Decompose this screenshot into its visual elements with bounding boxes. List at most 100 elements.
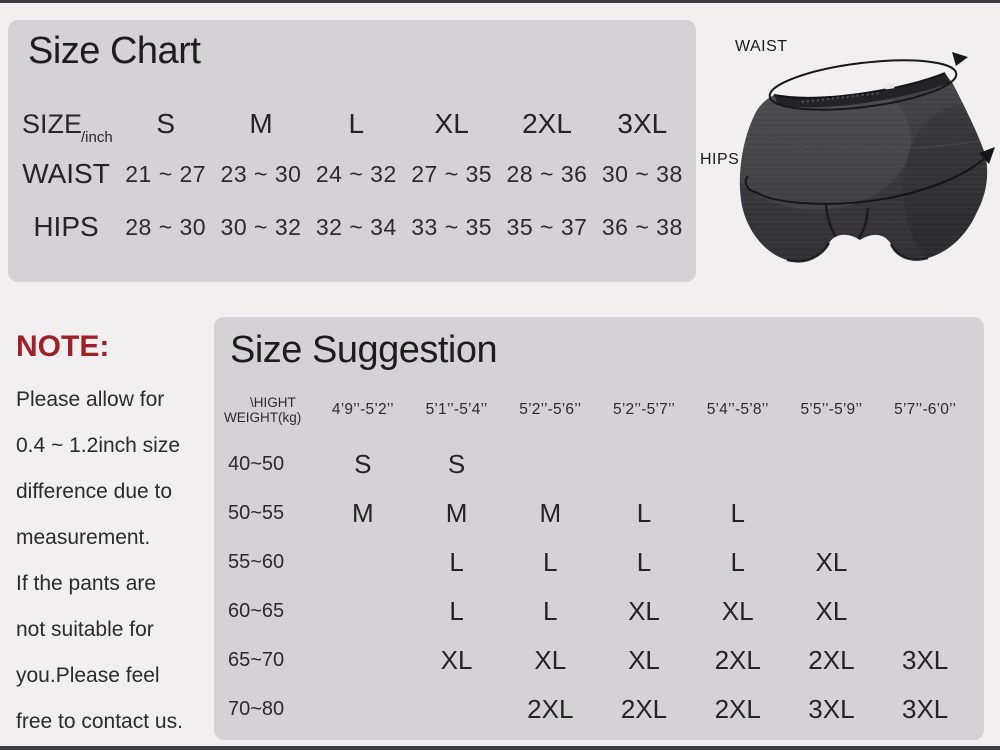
note-line: you.Please feel bbox=[16, 664, 160, 687]
axis-weight-label: WEIGHT(kg) bbox=[224, 410, 302, 425]
note-section: NOTE: Please allow for 0.4 ~ 1.2inch siz… bbox=[16, 330, 216, 745]
right-leg-hem bbox=[889, 243, 929, 261]
suggestion-row: 50~55 M M M L L bbox=[224, 489, 972, 537]
hips-row-label: HIPS bbox=[33, 211, 99, 242]
suggested-size: S bbox=[354, 448, 372, 479]
suggestion-row: 70~80 2XL 2XL 2XL 3XL 3XL bbox=[224, 685, 972, 733]
hips-arrowhead-icon bbox=[979, 147, 995, 164]
waist-value: 30 ~ 38 bbox=[601, 160, 683, 187]
suggested-size: L bbox=[730, 546, 745, 577]
size-column-xl: XL bbox=[434, 108, 469, 139]
fabric-shadow bbox=[903, 105, 988, 262]
axis-height-label: \HIGHT bbox=[250, 395, 296, 410]
weight-range-label: 55~60 bbox=[228, 550, 285, 573]
waistband-edge bbox=[773, 72, 946, 99]
size-chart-panel: Size Chart SIZE/inch S M L XL 2XL 3XL WA… bbox=[8, 20, 696, 282]
suggestion-row: 60~65 L L XL XL XL bbox=[224, 587, 972, 635]
size-header-label: SIZE bbox=[22, 108, 83, 139]
hips-measure-line bbox=[744, 156, 987, 205]
height-column: 5’2’’-5’6’’ bbox=[519, 401, 582, 418]
suggested-size: 3XL bbox=[902, 693, 949, 724]
suggested-size: L bbox=[449, 595, 464, 626]
suggested-size: 2XL bbox=[620, 693, 668, 724]
hips-value: 33 ~ 35 bbox=[411, 213, 493, 240]
mesh-texture bbox=[739, 73, 988, 262]
suggested-size: L bbox=[636, 546, 652, 577]
weight-range-label: 65~70 bbox=[228, 648, 285, 671]
waist-value: 27 ~ 35 bbox=[411, 160, 493, 187]
hip-seam bbox=[759, 132, 982, 151]
size-chart-header-row: SIZE/inch S M L XL 2XL 3XL bbox=[14, 104, 690, 146]
hips-row: HIPS 28 ~ 30 30 ~ 32 32 ~ 34 33 ~ 35 35 … bbox=[14, 207, 690, 247]
size-column-m: M bbox=[249, 108, 273, 139]
waistband-logo bbox=[884, 83, 895, 90]
suggested-size: XL bbox=[721, 595, 754, 626]
garment-measurement-figure: WAIST HIPS bbox=[698, 5, 1000, 280]
suggested-size: 3XL bbox=[902, 644, 949, 675]
suggested-size: L bbox=[730, 497, 745, 528]
weight-range-label: 60~65 bbox=[228, 599, 285, 622]
hips-value: 28 ~ 30 bbox=[125, 213, 207, 240]
height-column: 5’2’’-5’7’’ bbox=[613, 401, 675, 418]
suggested-size: L bbox=[543, 595, 558, 626]
hips-value: 36 ~ 38 bbox=[601, 213, 683, 240]
suggested-size: 2XL bbox=[808, 644, 855, 675]
size-column-l: L bbox=[348, 108, 365, 139]
height-column: 4’9’’-5’2’’ bbox=[331, 401, 394, 418]
hips-value: 32 ~ 34 bbox=[315, 213, 397, 240]
suggestion-row: 65~70 XL XL XL 2XL 2XL 3XL bbox=[224, 636, 972, 684]
height-column: 5’1’’-5’4’’ bbox=[425, 401, 488, 418]
waistband-stitching bbox=[801, 92, 881, 103]
suggested-size: XL bbox=[815, 595, 848, 626]
note-title: NOTE: bbox=[16, 330, 110, 363]
suggested-size: 2XL bbox=[527, 693, 574, 724]
suggestion-row: 55~60 L L L L XL bbox=[224, 538, 972, 586]
suggestion-row: 40~50 S S bbox=[224, 440, 972, 488]
waist-row-label: WAIST bbox=[22, 158, 110, 189]
waist-measure-ellipse bbox=[768, 59, 958, 111]
note-line: not suitable for bbox=[16, 618, 154, 641]
size-column-s: S bbox=[156, 108, 175, 139]
left-leg-hem bbox=[786, 242, 831, 263]
suggested-size: 2XL bbox=[714, 693, 761, 724]
suggested-size: XL bbox=[440, 644, 473, 675]
note-line: free to contact us. bbox=[16, 710, 183, 733]
weight-range-label: 70~80 bbox=[228, 697, 285, 720]
suggested-size: M bbox=[445, 497, 468, 528]
waist-figure-label: WAIST bbox=[735, 38, 788, 55]
suggested-size: XL bbox=[815, 546, 848, 577]
height-column: 5’4’’-5’8’’ bbox=[706, 401, 769, 418]
top-border-line bbox=[0, 0, 1000, 3]
height-column: 5’7’’-6’0’’ bbox=[894, 401, 957, 418]
hips-value: 35 ~ 37 bbox=[506, 213, 588, 240]
note-line: measurement. bbox=[16, 526, 151, 549]
size-suggestion-header-row: \HIGHT WEIGHT(kg) 4’9’’-5’2’’ 5’1’’-5’4’… bbox=[224, 388, 972, 432]
suggested-size: L bbox=[449, 546, 464, 577]
note-line: If the pants are bbox=[16, 572, 157, 595]
size-header-unit: /inch bbox=[81, 128, 113, 146]
fabric-highlight bbox=[739, 73, 911, 210]
weight-range-label: 40~50 bbox=[228, 452, 285, 475]
hips-value: 30 ~ 32 bbox=[220, 213, 302, 240]
suggested-size: XL bbox=[628, 644, 660, 675]
size-column-2xl: 2XL bbox=[522, 108, 572, 139]
size-unit-header: SIZE/inch bbox=[14, 108, 118, 146]
suggested-size: M bbox=[352, 497, 374, 528]
waist-value: 28 ~ 36 bbox=[506, 160, 588, 187]
suggested-size: S bbox=[447, 448, 466, 479]
size-column-3xl: 3XL bbox=[617, 108, 668, 139]
padded-shorts-illustration bbox=[739, 52, 995, 263]
note-line: difference due to bbox=[16, 480, 173, 503]
hips-figure-label: HIPS bbox=[700, 151, 740, 168]
waistband bbox=[774, 73, 950, 108]
waist-value: 21 ~ 27 bbox=[125, 160, 207, 187]
suggested-size: L bbox=[543, 546, 558, 577]
suggested-size: M bbox=[539, 497, 562, 528]
suggested-size: L bbox=[636, 497, 652, 528]
height-column: 5’5’’-5’9’’ bbox=[800, 401, 863, 418]
waist-value: 24 ~ 32 bbox=[315, 160, 397, 187]
axis-labels: \HIGHT WEIGHT(kg) bbox=[224, 395, 316, 425]
size-chart-title: Size Chart bbox=[28, 30, 201, 72]
suggested-size: XL bbox=[534, 644, 567, 675]
bottom-border-line bbox=[0, 746, 1000, 750]
